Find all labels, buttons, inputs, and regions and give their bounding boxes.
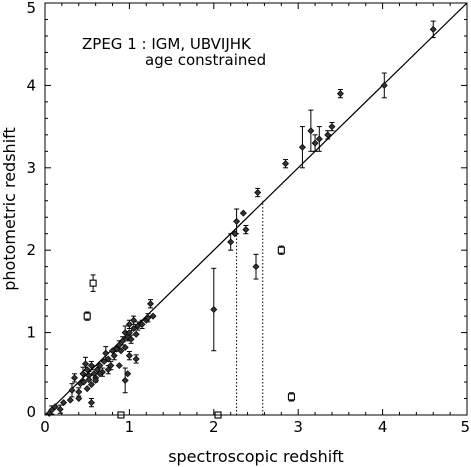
diamond-point (119, 337, 127, 345)
diamond-point (233, 217, 241, 225)
annotation-line-2: age constrained (145, 51, 266, 69)
diamond-point (242, 226, 250, 234)
square-point (287, 393, 295, 401)
square-point (277, 246, 285, 254)
diamond-point (254, 189, 262, 197)
diamond-point (60, 399, 68, 407)
diamond-point (96, 362, 104, 370)
diamond-point (117, 347, 125, 355)
diamond-point (311, 139, 319, 147)
diamond-point (115, 362, 123, 370)
diamond-point (66, 396, 74, 404)
diamond-point (328, 123, 336, 131)
x-axis-label: spectroscopic redshift (168, 447, 344, 466)
x-tick-label: 0 (40, 418, 50, 436)
diamond-point (429, 25, 437, 33)
diamond-point (130, 324, 138, 332)
square-point (83, 312, 91, 320)
fit-lines (44, 2, 468, 416)
diamond-point (100, 357, 108, 365)
diamond-point (96, 370, 104, 378)
diamond-point (92, 376, 100, 384)
diamond-point (125, 320, 133, 328)
dotted-reference-line (44, 2, 468, 416)
y-tick-label: 4 (26, 76, 36, 94)
y-axis-label: photometric redshift (0, 127, 19, 291)
diamond-point (252, 263, 260, 271)
diamond-point (132, 355, 140, 363)
annotation-line-1: ZPEG 1 : IGM, UBVIJHK (82, 35, 252, 53)
diamond-point (75, 395, 83, 403)
diamond-point (107, 362, 115, 370)
y-tick-label: 0 (26, 403, 36, 421)
diamond-point (51, 403, 59, 411)
y-tick-label: 3 (26, 159, 36, 177)
diamond-point (149, 312, 157, 320)
diamond-point (124, 370, 132, 378)
diamond-point (83, 385, 91, 393)
diamond-point (121, 343, 129, 351)
diamond-point (68, 386, 76, 394)
diamond-point (307, 127, 315, 135)
x-tick-label: 4 (378, 418, 388, 436)
axis-ticks: 00 1 1 2 2 3 3 4 4 5 5 (26, 0, 470, 436)
diamond-point (125, 352, 133, 360)
diamond-point (239, 209, 247, 217)
data-points (45, 25, 437, 419)
diamond-point (93, 366, 101, 374)
diamond-point (115, 341, 123, 349)
diamond-point (79, 370, 87, 378)
diamond-point (127, 335, 135, 343)
y-tick-label: 5 (26, 0, 36, 17)
diamond-point (380, 81, 388, 89)
diamond-point (75, 388, 83, 396)
diamond-point (83, 366, 91, 374)
diamond-point (110, 352, 118, 360)
diamond-point (227, 238, 235, 246)
diamond-point (87, 381, 95, 389)
x-tick-label: 5 (460, 418, 470, 436)
diamond-point (210, 306, 218, 314)
x-tick-label: 3 (293, 418, 303, 436)
diamond-point (130, 316, 138, 324)
y-tick-label: 2 (26, 241, 36, 259)
square-point (89, 279, 97, 287)
diamond-point (138, 320, 146, 328)
diamond-point (56, 405, 64, 413)
diamond-point (231, 230, 239, 238)
diamond-point (315, 135, 323, 143)
diamond-point (85, 376, 93, 384)
diamond-point (71, 374, 79, 382)
diamond-point (48, 406, 56, 414)
diamond-point (87, 362, 95, 370)
diamond-point (282, 160, 290, 168)
plot-frame (44, 2, 468, 416)
diamond-point (144, 314, 152, 322)
diamond-point (298, 143, 306, 151)
diamond-point (147, 300, 154, 308)
diamond-point (87, 399, 95, 407)
diamond-point (121, 376, 129, 384)
diamond-point (125, 329, 133, 337)
vertical-guides (236, 200, 264, 415)
x-tick-label: 1 (125, 418, 135, 436)
diamond-point (324, 131, 332, 139)
diamond-point (104, 366, 112, 374)
diamond-point (132, 330, 140, 338)
y-tick-label: 1 (26, 324, 36, 342)
diamond-point (80, 378, 88, 386)
diamond-point (104, 355, 112, 363)
x-tick-label: 2 (209, 418, 219, 436)
diamond-point (336, 90, 344, 98)
diamond-point (102, 349, 110, 357)
diamond-point (82, 360, 90, 368)
